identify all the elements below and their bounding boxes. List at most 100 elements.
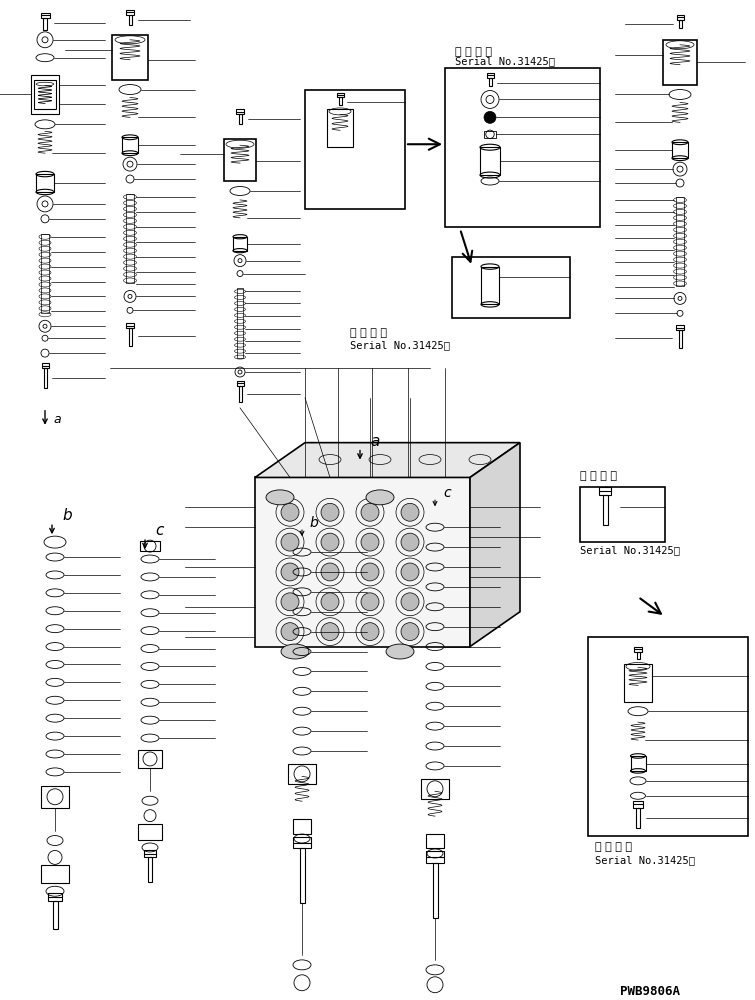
Bar (237, 288, 243, 358)
Bar (122, 137, 138, 153)
Bar (580, 487, 665, 542)
Circle shape (401, 593, 419, 611)
Circle shape (401, 563, 419, 581)
Bar (144, 850, 156, 857)
Circle shape (401, 623, 419, 641)
Text: Serial No.31425～: Serial No.31425～ (580, 545, 680, 555)
Bar (327, 109, 353, 147)
Bar (305, 90, 405, 209)
Bar (53, 901, 57, 929)
Circle shape (401, 533, 419, 551)
Text: b: b (310, 516, 319, 530)
Bar (236, 109, 244, 114)
Text: a: a (370, 434, 379, 449)
Bar (224, 139, 256, 181)
Bar (233, 237, 247, 251)
Circle shape (361, 533, 379, 551)
Text: Serial No.31425～: Serial No.31425～ (350, 340, 450, 350)
Bar (337, 93, 344, 97)
Bar (676, 325, 684, 330)
Text: 通 用 号 機: 通 用 号 機 (595, 842, 632, 852)
Bar (128, 15, 131, 25)
Bar (599, 487, 611, 495)
Bar (31, 75, 59, 114)
Polygon shape (255, 443, 520, 477)
Text: PWB9806A: PWB9806A (620, 985, 680, 998)
Bar (636, 652, 639, 659)
Bar (633, 801, 643, 808)
Bar (426, 851, 444, 863)
Bar (588, 637, 748, 836)
Bar (445, 68, 600, 227)
Circle shape (361, 593, 379, 611)
Bar (41, 13, 50, 18)
Text: 通 用 号 機: 通 用 号 機 (350, 328, 387, 338)
Circle shape (281, 623, 299, 641)
Bar (239, 114, 242, 124)
Circle shape (361, 623, 379, 641)
Bar (41, 234, 49, 313)
Bar (34, 80, 56, 109)
Bar (126, 10, 134, 15)
Ellipse shape (266, 490, 294, 505)
Bar (481, 267, 499, 304)
Circle shape (281, 533, 299, 551)
Bar (663, 40, 697, 85)
Circle shape (361, 563, 379, 581)
Bar (426, 834, 444, 848)
Bar (48, 893, 62, 901)
Bar (126, 323, 134, 328)
Ellipse shape (281, 644, 309, 659)
Bar (676, 15, 683, 20)
Circle shape (281, 593, 299, 611)
Text: c: c (443, 486, 451, 500)
Bar (42, 363, 48, 368)
Circle shape (401, 503, 419, 521)
Bar (421, 779, 449, 799)
Bar (338, 97, 341, 105)
Bar (41, 786, 69, 808)
Bar (36, 174, 54, 192)
Text: Serial No.31425～: Serial No.31425～ (595, 855, 695, 865)
Circle shape (281, 563, 299, 581)
Bar (41, 865, 69, 883)
Text: 通 用 号 機: 通 用 号 機 (580, 471, 617, 481)
Bar (138, 824, 162, 840)
Text: 通 用 号 機: 通 用 号 機 (455, 47, 492, 57)
Text: Serial No.31425～: Serial No.31425～ (455, 57, 555, 67)
Bar (672, 142, 688, 158)
Bar (126, 194, 134, 283)
Bar (488, 78, 492, 86)
Ellipse shape (366, 490, 394, 505)
Circle shape (321, 503, 339, 521)
Text: c: c (155, 523, 163, 538)
Bar (634, 647, 642, 652)
Bar (239, 386, 242, 402)
Text: b: b (62, 508, 72, 523)
Bar (138, 750, 162, 768)
Bar (255, 477, 470, 647)
Ellipse shape (386, 644, 414, 659)
Bar (128, 328, 131, 346)
Circle shape (484, 111, 496, 123)
Text: a: a (53, 413, 60, 426)
Bar (148, 857, 152, 882)
Bar (486, 73, 494, 78)
Bar (43, 18, 47, 30)
Bar (480, 147, 500, 175)
Polygon shape (470, 443, 520, 647)
Bar (112, 35, 148, 80)
Bar (630, 756, 646, 771)
Bar (452, 257, 570, 318)
Circle shape (281, 503, 299, 521)
Circle shape (321, 593, 339, 611)
Circle shape (321, 563, 339, 581)
Bar (636, 808, 640, 828)
Circle shape (321, 533, 339, 551)
Bar (433, 863, 437, 918)
Bar (293, 819, 311, 834)
Bar (624, 664, 652, 702)
Bar (44, 368, 47, 388)
Circle shape (361, 503, 379, 521)
Bar (293, 837, 311, 848)
